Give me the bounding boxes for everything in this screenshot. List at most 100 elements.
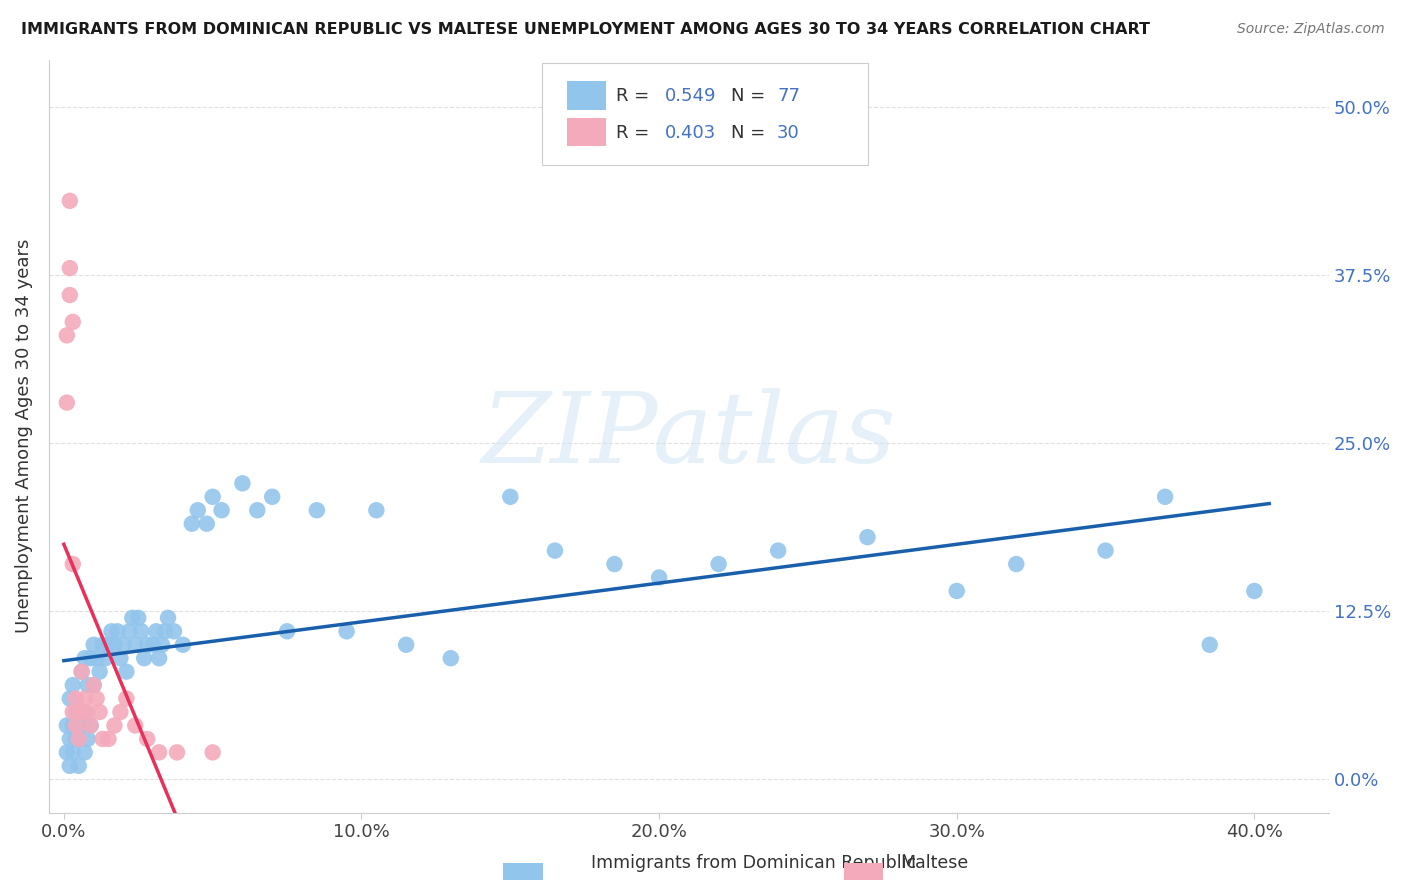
Point <box>262 490 284 504</box>
Point <box>246 503 269 517</box>
Point <box>124 718 146 732</box>
Point <box>100 624 122 639</box>
Point <box>603 557 626 571</box>
Point <box>121 611 143 625</box>
Point <box>62 557 84 571</box>
Y-axis label: Unemployment Among Ages 30 to 34 years: Unemployment Among Ages 30 to 34 years <box>15 239 32 633</box>
Point <box>166 745 188 759</box>
Point <box>336 624 359 639</box>
Point <box>89 665 111 679</box>
Text: R =: R = <box>616 87 655 104</box>
Point <box>129 624 152 639</box>
Point <box>94 651 117 665</box>
Point <box>67 759 90 773</box>
Point <box>59 288 82 302</box>
Point <box>201 490 224 504</box>
Point <box>211 503 233 517</box>
Point <box>59 731 82 746</box>
Point <box>79 718 101 732</box>
Point <box>67 705 90 719</box>
Text: ZIPatlas: ZIPatlas <box>482 389 896 483</box>
Text: Maltese: Maltese <box>900 855 969 872</box>
Point <box>110 705 132 719</box>
FancyBboxPatch shape <box>567 118 606 146</box>
Point <box>79 651 101 665</box>
Point <box>62 705 84 719</box>
Text: Immigrants from Dominican Republic: Immigrants from Dominican Republic <box>591 855 915 872</box>
Point <box>1154 490 1177 504</box>
Text: R =: R = <box>616 124 655 142</box>
Point <box>62 745 84 759</box>
Point <box>83 678 105 692</box>
Point <box>59 261 82 276</box>
Point <box>395 638 418 652</box>
Point <box>127 611 149 625</box>
Point <box>62 718 84 732</box>
Point <box>148 651 170 665</box>
Point <box>67 705 90 719</box>
Point <box>231 476 253 491</box>
Point <box>97 638 120 652</box>
Point <box>59 194 82 208</box>
Point <box>73 651 96 665</box>
Point <box>103 718 125 732</box>
Point <box>91 731 114 746</box>
Point <box>112 638 135 652</box>
Point <box>65 718 87 732</box>
Point <box>65 705 87 719</box>
Point <box>67 731 90 746</box>
Text: 0.549: 0.549 <box>665 87 716 104</box>
Point <box>56 395 79 409</box>
Point <box>86 651 108 665</box>
Point <box>1243 583 1265 598</box>
Point <box>56 718 79 732</box>
Point <box>856 530 879 544</box>
Text: N =: N = <box>731 87 770 104</box>
Point <box>59 759 82 773</box>
Text: Source: ZipAtlas.com: Source: ZipAtlas.com <box>1237 22 1385 37</box>
Point <box>59 691 82 706</box>
Point <box>115 665 138 679</box>
Point <box>76 705 98 719</box>
Point <box>945 583 967 598</box>
Point <box>142 638 165 652</box>
Point <box>118 624 141 639</box>
Point <box>766 543 789 558</box>
Point <box>65 691 87 706</box>
Point <box>366 503 388 517</box>
Point <box>544 543 567 558</box>
Point <box>195 516 218 531</box>
Point <box>67 731 90 746</box>
Point <box>150 638 173 652</box>
Point <box>305 503 328 517</box>
Point <box>62 315 84 329</box>
Point <box>103 638 125 652</box>
FancyBboxPatch shape <box>567 81 606 110</box>
Text: 30: 30 <box>778 124 800 142</box>
Point <box>83 638 105 652</box>
Point <box>83 678 105 692</box>
Point <box>115 691 138 706</box>
Point <box>70 705 93 719</box>
Point <box>440 651 463 665</box>
Text: 0.403: 0.403 <box>665 124 716 142</box>
Text: IMMIGRANTS FROM DOMINICAN REPUBLIC VS MALTESE UNEMPLOYMENT AMONG AGES 30 TO 34 Y: IMMIGRANTS FROM DOMINICAN REPUBLIC VS MA… <box>21 22 1150 37</box>
Point <box>62 678 84 692</box>
Point <box>187 503 209 517</box>
Point <box>79 718 101 732</box>
Point <box>707 557 730 571</box>
Point <box>276 624 298 639</box>
Point <box>1198 638 1220 652</box>
Point <box>1005 557 1028 571</box>
Point <box>76 678 98 692</box>
Point <box>180 516 202 531</box>
Point <box>73 691 96 706</box>
Point <box>110 651 132 665</box>
Point <box>136 638 159 652</box>
Point <box>163 624 186 639</box>
Point <box>86 691 108 706</box>
Point <box>56 745 79 759</box>
Point <box>73 745 96 759</box>
Point <box>172 638 194 652</box>
Point <box>70 718 93 732</box>
